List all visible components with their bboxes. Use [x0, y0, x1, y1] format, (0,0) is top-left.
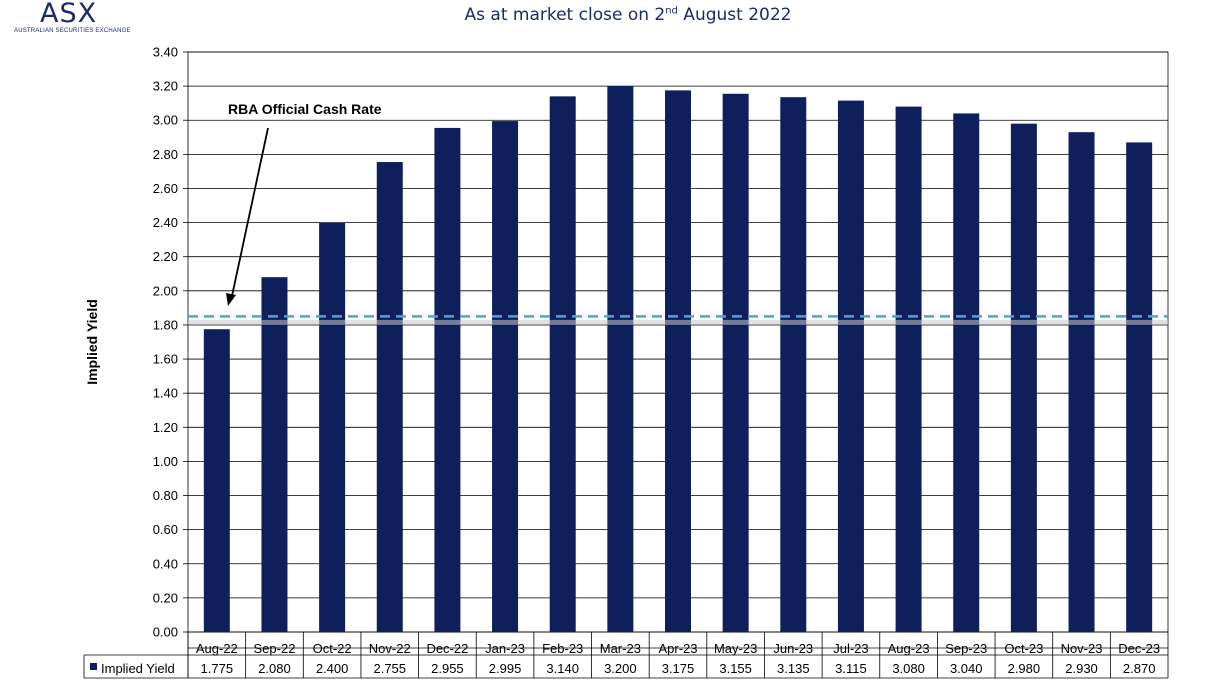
legend-label: Implied Yield: [101, 661, 175, 676]
bar: [780, 97, 807, 633]
x-tick-label: Feb-23: [542, 641, 583, 656]
bar: [1010, 123, 1037, 632]
y-tick-label: 1.80: [153, 317, 178, 332]
data-label: 2.080: [258, 661, 291, 676]
bar: [319, 222, 346, 632]
bar: [895, 106, 922, 632]
bar: [607, 86, 634, 632]
y-tick-label: 1.00: [153, 454, 178, 469]
annotation-arrow-line: [231, 127, 269, 297]
y-tick-label: 2.80: [153, 147, 178, 162]
bar: [722, 93, 749, 632]
y-tick-label: 1.60: [153, 352, 178, 367]
x-tick-label: Nov-22: [369, 641, 411, 656]
title-superscript: nd: [665, 5, 678, 17]
data-label: 2.870: [1123, 661, 1156, 676]
bar: [665, 90, 691, 633]
title-prefix: As at market close on 2: [464, 5, 666, 25]
legend-swatch: [90, 663, 97, 670]
y-tick-label: 2.40: [153, 215, 178, 230]
data-label: 2.930: [1065, 661, 1098, 676]
x-tick-label: Dec-22: [426, 641, 468, 656]
data-label: 3.115: [835, 661, 867, 676]
y-tick-label: 0.40: [153, 556, 178, 571]
data-label: 3.140: [546, 661, 579, 676]
x-tick-label: Jan-23: [485, 641, 525, 656]
data-label: 3.175: [662, 661, 695, 676]
data-label: 3.135: [777, 661, 810, 676]
bar: [261, 277, 288, 632]
bar: [1068, 132, 1095, 633]
bar: [203, 329, 230, 632]
cash-rate-annotation: RBA Official Cash Rate: [228, 101, 382, 117]
y-tick-label: 3.20: [153, 79, 178, 94]
x-tick-label: Dec-23: [1118, 641, 1160, 656]
bar: [1126, 142, 1153, 633]
y-tick-label: 0.80: [153, 488, 178, 503]
y-tick-label: 0.00: [153, 625, 178, 640]
y-tick-label: 3.00: [153, 113, 178, 128]
title-suffix: August 2022: [677, 5, 792, 25]
y-tick-label: 1.20: [153, 420, 178, 435]
y-tick-label: 1.40: [153, 386, 178, 401]
annotation-arrowhead: [226, 293, 236, 306]
data-label: 2.995: [489, 661, 522, 676]
x-tick-label: May-23: [714, 641, 757, 656]
x-tick-label: Oct-22: [313, 641, 352, 656]
data-label: 2.980: [1008, 661, 1041, 676]
y-tick-label: 0.60: [153, 522, 178, 537]
data-label: 3.155: [719, 661, 752, 676]
x-tick-label: Aug-23: [888, 641, 930, 656]
x-tick-label: Mar-23: [600, 641, 641, 656]
x-tick-label: Jun-23: [773, 641, 813, 656]
x-tick-label: Nov-23: [1061, 641, 1103, 656]
bar: [376, 162, 403, 632]
logo-subtitle: AUSTRALIAN SECURITIES EXCHANGE: [14, 28, 131, 34]
data-label: 2.400: [316, 661, 349, 676]
data-label: 2.955: [431, 661, 464, 676]
x-tick-label: Apr-23: [658, 641, 697, 656]
y-tick-label: 2.60: [153, 181, 178, 196]
x-tick-label: Jul-23: [833, 641, 868, 656]
y-axis-label: Implied Yield: [84, 299, 100, 385]
y-tick-label: 3.40: [153, 45, 178, 60]
x-tick-label: Sep-23: [945, 641, 987, 656]
data-label: 1.775: [201, 661, 234, 676]
data-label: 3.080: [892, 661, 925, 676]
x-tick-label: Oct-23: [1004, 641, 1043, 656]
logo-mark: ASX: [40, 0, 98, 29]
y-tick-label: 2.20: [153, 249, 178, 264]
chart-title: As at market close on 2nd August 2022: [0, 5, 1226, 25]
bar: [953, 113, 980, 633]
bar: [492, 121, 519, 633]
x-tick-label: Sep-22: [254, 641, 296, 656]
data-label: 3.040: [950, 661, 983, 676]
data-label: 2.755: [373, 661, 406, 676]
bar: [549, 96, 576, 632]
bar: [434, 127, 461, 632]
x-tick-label: Aug-22: [196, 641, 238, 656]
y-tick-label: 0.20: [153, 590, 178, 605]
data-label: 3.200: [604, 661, 637, 676]
bar: [837, 100, 864, 632]
y-tick-label: 2.00: [153, 283, 178, 298]
